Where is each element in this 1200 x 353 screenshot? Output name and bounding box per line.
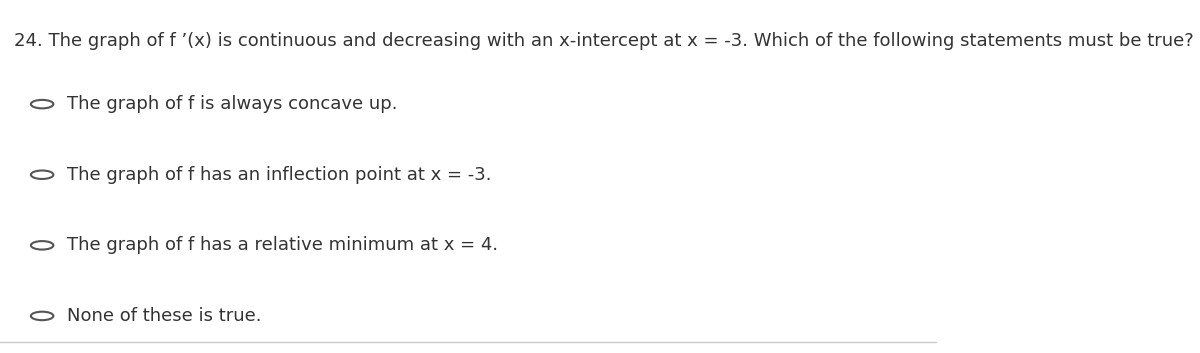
Text: The graph of f has a relative minimum at x = 4.: The graph of f has a relative minimum at…: [67, 237, 498, 254]
Text: None of these is true.: None of these is true.: [67, 307, 262, 325]
Text: The graph of f is always concave up.: The graph of f is always concave up.: [67, 95, 398, 113]
Text: The graph of f has an inflection point at x = -3.: The graph of f has an inflection point a…: [67, 166, 492, 184]
Text: 24. The graph of f ’(x) is continuous and decreasing with an x-intercept at x = : 24. The graph of f ’(x) is continuous an…: [14, 32, 1194, 50]
